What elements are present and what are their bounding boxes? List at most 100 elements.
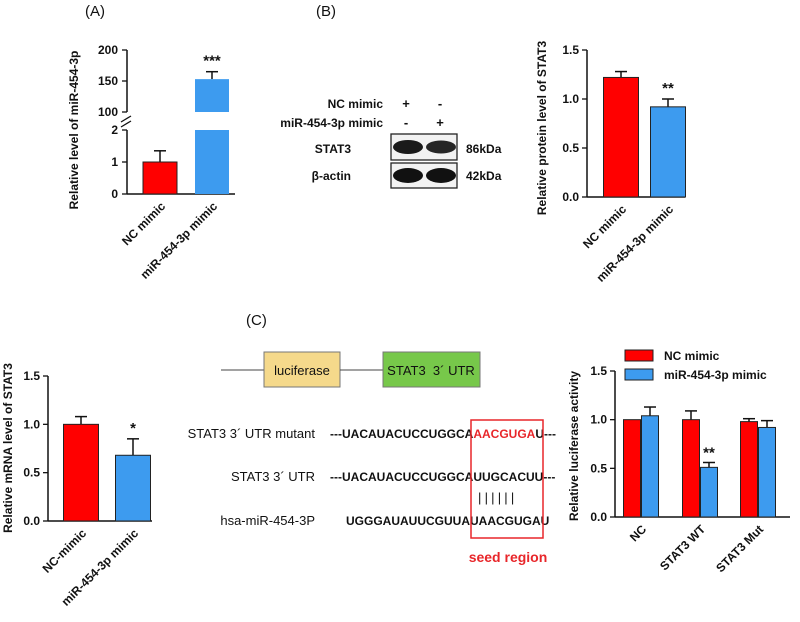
chart-b-tick-label: 1.0 <box>562 92 579 106</box>
chart-c-mrna: Relative mRNA level of STAT3 0.0 0.5 1.0 1.… <box>1 363 152 609</box>
panel-label-c: (C) <box>246 312 267 329</box>
chart-c1-tick-label: 1.5 <box>23 369 40 383</box>
wb-row-label-mir: miR-454-3p mimic <box>280 116 383 130</box>
chart-c2-bar-2-0 <box>740 421 758 518</box>
wb-nc-lane2: - <box>438 96 442 111</box>
chart-a-tick-label: 1 <box>111 155 118 169</box>
align-wt-suffix: U <box>535 470 544 484</box>
chart-a-bar-mir-lower <box>195 130 229 194</box>
align-mutant-dots: --- <box>330 427 342 441</box>
align-mir-seed: AACGUGA <box>479 514 541 528</box>
utr-box <box>382 351 481 388</box>
wb-mir-lane1: - <box>404 115 408 130</box>
chart-c2-bar-0-1 <box>641 415 659 518</box>
align-seq-mutant: ---UACAUACUCCUGGCAAACGUGAU--- <box>330 427 556 441</box>
chart-a-tick-label: 0 <box>111 187 118 201</box>
chart-c2-bar-1-1 <box>700 466 718 518</box>
align-wt-prefix: UACAUACUCCUGGCA <box>342 470 474 484</box>
chart-a-xlabel-nc: NC mimic <box>119 199 168 248</box>
chart-c2-bar-1-0 <box>682 419 700 518</box>
chart-c2-tick-label: 1.0 <box>590 413 607 427</box>
align-mutant-prefix: UACAUACUCCUGGCA <box>342 427 474 441</box>
luciferase-construct: luciferase STAT3 3´ UTR <box>221 351 481 388</box>
align-mir-prefix: UGGGAUAUUCGUUAU <box>346 514 479 528</box>
chart-c2-xlabel-1: STAT3 WT <box>657 522 709 574</box>
wb-band-stat3-mir <box>426 140 456 154</box>
wb-band-actin-mir <box>426 168 456 183</box>
chart-b-tick-label: 1.5 <box>562 43 579 57</box>
chart-c1-bar-0 <box>63 423 99 522</box>
luciferase-label: luciferase <box>274 363 330 378</box>
chart-c1-tick-label: 1.0 <box>23 417 40 431</box>
chart-b-bar-0 <box>603 76 639 198</box>
chart-c1-bar-1 <box>115 454 151 522</box>
chart-a-break-1 <box>120 115 132 123</box>
align-label-wt: STAT3 3´ UTR <box>231 469 315 484</box>
wb-band-size-stat3: 86kDa <box>466 142 502 156</box>
chart-c2-xlabel-0: NC <box>627 522 649 544</box>
chart-a-ylabel: Relative level of miR-454-3p <box>67 51 81 210</box>
chart-a-break-2 <box>120 120 132 128</box>
chart-c1-tick-label: 0.5 <box>23 466 40 480</box>
chart-c1-significance: * <box>130 420 136 437</box>
chart-c2-ylabel: Relative luciferase activity <box>567 371 581 521</box>
chart-a-tick-label: 200 <box>98 43 118 57</box>
align-wt-end: --- <box>543 470 555 484</box>
seed-region-box <box>470 419 544 539</box>
wb-band-stat3-nc <box>393 140 423 154</box>
western-blot: NC mimic + - miR-454-3p mimic - + STAT3 … <box>280 96 502 189</box>
align-mutant-end: --- <box>544 427 556 441</box>
chart-b-tick-label: 0.5 <box>562 141 579 155</box>
chart-c2-bar-0-0 <box>623 419 641 518</box>
chart-a-tick-label: 2 <box>111 123 118 137</box>
chart-a-tick-label: 150 <box>98 74 118 88</box>
align-seq-wt: ---UACAUACUCCUGGCAUUGCACUU--- <box>330 470 555 484</box>
chart-b-bar-1 <box>650 106 686 198</box>
align-seq-mir: UGGGAUAUUCGUUAUAACGUGAU <box>346 514 549 528</box>
chart-c2-legend-swatch-1 <box>624 368 654 381</box>
align-mir-suffix: U <box>541 514 550 528</box>
chart-c2-legend-label-1: miR-454-3p mimic <box>664 368 767 382</box>
align-wt-seed: UUGCACU <box>473 470 534 484</box>
chart-c1-ylabel: Relative mRNA level of STAT3 <box>1 363 15 533</box>
chart-c2-tick-label: 1.5 <box>590 364 607 378</box>
chart-b-xlabel-0: NC mimic <box>580 202 629 251</box>
chart-c2-tick-label: 0.0 <box>590 510 607 524</box>
chart-a: Relative level of miR-454-3p 0 1 2 100 150 20… <box>67 43 235 282</box>
chart-b-significance: ** <box>662 80 674 97</box>
panel-label-b: (B) <box>316 3 336 20</box>
align-pairing: |||||| <box>478 490 517 505</box>
wb-mir-lane2: + <box>436 115 444 130</box>
sequence-alignment: STAT3 3´ UTR mutant ---UACAUACUCCUGGCAAA… <box>188 419 556 565</box>
chart-a-significance: *** <box>203 53 221 70</box>
chart-b-ylabel: Relative protein level of STAT3 <box>535 41 549 216</box>
chart-c1-tick-label: 0.0 <box>23 514 40 528</box>
chart-c2-legend-swatch-0 <box>624 349 654 362</box>
wb-band-label-stat3: STAT3 <box>315 142 352 156</box>
chart-c2-legend-label-0: NC mimic <box>664 349 720 363</box>
align-wt-dots: --- <box>330 470 342 484</box>
wb-row-label-nc: NC mimic <box>328 97 384 111</box>
chart-a-tick-label: 100 <box>98 105 118 119</box>
chart-a-bar-nc <box>142 161 178 195</box>
chart-c-luciferase: Relative luciferase activity 0.0 0.5 1.0 1.… <box>567 349 790 575</box>
chart-c2-bar-2-1 <box>758 426 776 518</box>
chart-c2-xlabel-2: STAT3 Mut <box>713 522 766 575</box>
align-mutant-seed: AACGUGA <box>473 427 535 441</box>
chart-b-tick-label: 0.0 <box>562 190 579 204</box>
wb-band-actin-nc <box>393 168 423 183</box>
chart-a-bar-mir-upper <box>195 79 229 112</box>
align-label-mutant: STAT3 3´ UTR mutant <box>188 426 316 441</box>
align-mutant-suffix: U <box>535 427 544 441</box>
chart-c2-significance: ** <box>703 444 715 461</box>
align-label-mir: hsa-miR-454-3P <box>220 513 315 528</box>
chart-b: Relative protein level of STAT3 0.0 0.5 1.… <box>535 41 686 285</box>
wb-band-size-actin: 42kDa <box>466 169 502 183</box>
panel-label-a: (A) <box>85 3 105 20</box>
wb-band-label-actin: β-actin <box>312 169 351 183</box>
luciferase-box <box>263 351 341 388</box>
chart-c1-xlabel-0: NC-mimic <box>40 526 90 576</box>
seed-region-label: seed region <box>469 549 548 565</box>
wb-nc-lane1: + <box>402 96 410 111</box>
